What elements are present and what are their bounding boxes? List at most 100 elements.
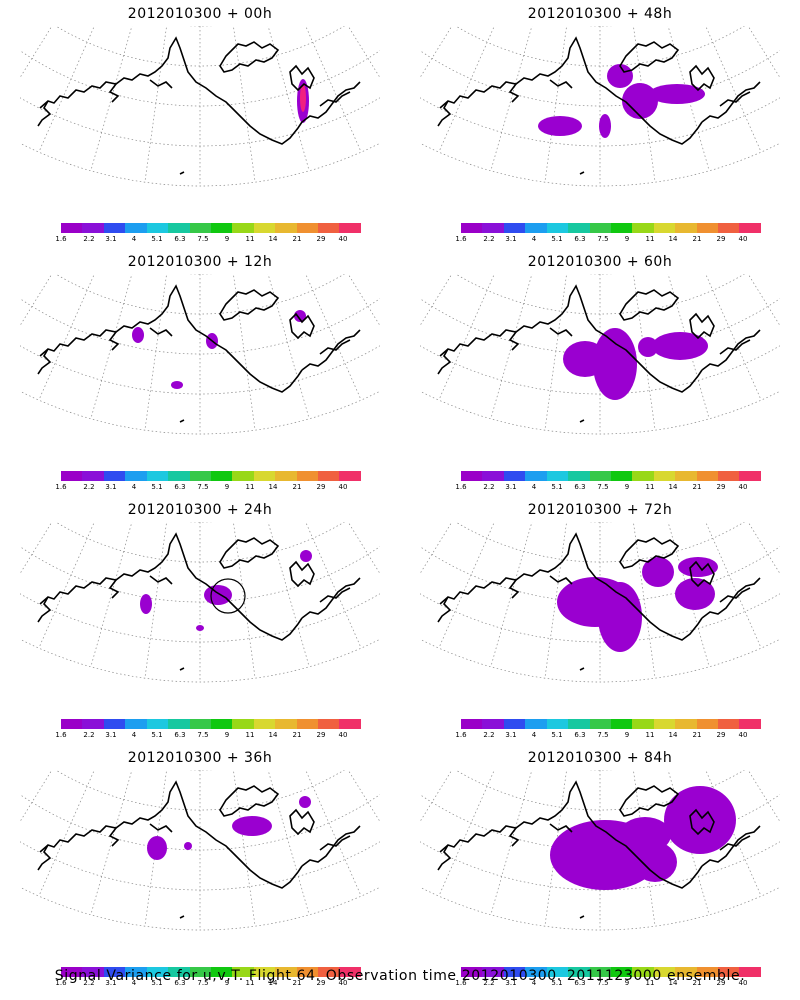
- legend-label: 6.3: [174, 979, 186, 987]
- legend-swatch: [61, 967, 83, 977]
- legend-swatch: [739, 719, 761, 729]
- legend-label: 11: [645, 979, 655, 987]
- legend-label: 6.3: [574, 731, 586, 739]
- legend-labels: 1.6 2.2 3.1 4 5.1 6.3 7.5 9 11 14 21 29 40: [55, 979, 361, 989]
- legend-swatch: [210, 967, 233, 977]
- legend-label: 29: [316, 235, 326, 243]
- signal-blob: [622, 83, 658, 119]
- legend-swatch: [103, 471, 126, 481]
- legend-swatch: [482, 967, 504, 977]
- legend-swatch: [253, 471, 276, 481]
- legend-labels: 1.6 2.2 3.1 4 5.1 6.3 7.5 9 11 14 21 29 40: [55, 731, 361, 741]
- coastlines: [37, 36, 361, 175]
- legend-label: 1.6: [55, 979, 67, 987]
- legend-labels: 1.6 2.2 3.1 4 5.1 6.3 7.5 9 11 14 21 29 40: [455, 731, 761, 741]
- signal-blob: [132, 327, 144, 343]
- legend-label: 29: [316, 483, 326, 491]
- legend-label: 6.3: [174, 235, 186, 243]
- legend-swatch: [232, 223, 254, 233]
- legend-label: 40: [338, 235, 348, 243]
- legend-swatch: [125, 471, 147, 481]
- legend-label: 21: [692, 731, 702, 739]
- panel-title: 2012010300 + 84h: [527, 750, 673, 766]
- legend-swatch: [232, 471, 254, 481]
- legend-swatch: [296, 967, 319, 977]
- legend-label: 29: [316, 979, 326, 987]
- legend-swatch: [461, 471, 483, 481]
- legend-label: 1.6: [55, 235, 67, 243]
- legend-label: 11: [645, 731, 655, 739]
- legend-swatch: [653, 223, 676, 233]
- legend-swatch: [610, 471, 633, 481]
- legend-label: 2.2: [483, 483, 495, 491]
- coastlines: [37, 780, 361, 919]
- legend-swatch: [339, 719, 361, 729]
- legend-swatch: [546, 471, 569, 481]
- signal-blob: [232, 816, 272, 836]
- legend-swatch: [296, 223, 319, 233]
- legend-swatch: [61, 719, 83, 729]
- legend-label: 29: [716, 235, 726, 243]
- legend-label: 2.2: [483, 235, 495, 243]
- forecast-panel: 2012010300 + 12h 1.6 2.2 3.1 4 5.1 6.3 7.5 9 11 14…: [0, 248, 400, 496]
- legend-labels: 1.6 2.2 3.1 4 5.1 6.3 7.5 9 11 14 21 29 40: [455, 235, 761, 245]
- legend-swatch: [589, 719, 611, 729]
- legend-swatch: [503, 223, 526, 233]
- legend-swatch: [610, 223, 633, 233]
- legend-swatch: [210, 719, 233, 729]
- coastlines: [37, 284, 361, 423]
- legend-label: 7.5: [597, 731, 609, 739]
- legend-label: 40: [738, 235, 748, 243]
- signal-blob: [563, 341, 607, 377]
- signal-blob: [664, 786, 736, 854]
- legend-swatch: [82, 223, 104, 233]
- legend-label: 11: [245, 731, 255, 739]
- legend-swatch: [253, 223, 276, 233]
- legend-swatch: [189, 967, 211, 977]
- signal-contours: [557, 557, 718, 652]
- signal-blob: [675, 578, 715, 610]
- legend-label: 6.3: [574, 979, 586, 987]
- legend-label: 14: [268, 731, 278, 739]
- legend-label: 3.1: [105, 483, 117, 491]
- signal-blob: [299, 796, 311, 808]
- map-area: [20, 770, 380, 931]
- legend-swatch: [568, 967, 590, 977]
- signal-contours: [538, 64, 705, 138]
- map-area: [20, 26, 380, 187]
- legend-swatch: [632, 967, 654, 977]
- legend-swatch: [168, 719, 190, 729]
- legend-swatch: [275, 719, 297, 729]
- legend-label: 14: [668, 979, 678, 987]
- signal-blob: [294, 310, 306, 322]
- legend-label: 9: [224, 483, 230, 491]
- map-area: [20, 274, 380, 435]
- legend-swatch: [739, 223, 761, 233]
- legend-swatch: [568, 223, 590, 233]
- legend-swatch: [318, 719, 340, 729]
- legend-label: 7.5: [597, 979, 609, 987]
- signal-blob: [599, 114, 611, 138]
- legend-label: 2.2: [83, 731, 95, 739]
- legend-label: 3.1: [105, 731, 117, 739]
- legend-swatch: [253, 719, 276, 729]
- signal-blob: [196, 625, 204, 631]
- forecast-panel: 2012010300 + 00h 1.6 2.2 3.1 4 5.1 6.3 7.5 9 11 14…: [0, 0, 400, 248]
- legend-label: 14: [668, 235, 678, 243]
- panel-title: 2012010300 + 12h: [127, 254, 273, 270]
- legend-swatch: [589, 967, 611, 977]
- signal-blob: [652, 332, 708, 360]
- color-legend: [461, 471, 761, 481]
- legend-swatch: [546, 719, 569, 729]
- signal-contours: [550, 786, 736, 890]
- legend-swatch: [525, 471, 547, 481]
- legend-label: 1.6: [55, 731, 67, 739]
- legend-swatch: [82, 719, 104, 729]
- panel-title: 2012010300 + 72h: [527, 502, 673, 518]
- legend-labels: 1.6 2.2 3.1 4 5.1 6.3 7.5 9 11 14 21 29 40: [455, 979, 761, 989]
- signal-blob: [678, 557, 718, 577]
- signal-blob: [300, 550, 312, 562]
- legend-swatch: [318, 223, 340, 233]
- coastlines: [437, 36, 761, 175]
- legend-swatch: [210, 223, 233, 233]
